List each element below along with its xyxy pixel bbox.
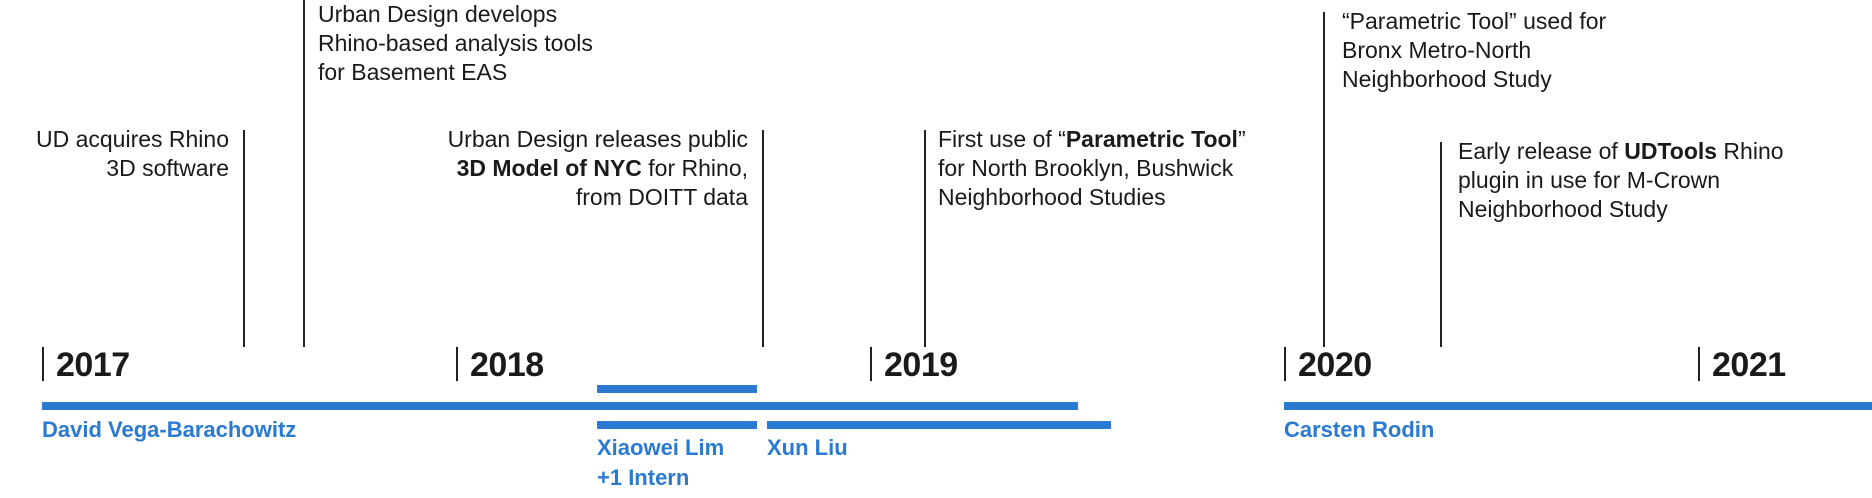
- year-label-2020: 2020: [1298, 346, 1372, 384]
- tenure-bar-carsten: [1284, 402, 1872, 410]
- event-line-model: [762, 130, 764, 347]
- event-analysis-text: Urban Design develops Rhino-based analysi…: [318, 0, 593, 87]
- event-text-run: Rhino: [1717, 138, 1784, 164]
- event-rhino-text: UD acquires Rhino 3D software: [36, 125, 229, 183]
- event-line-rhino: [243, 130, 245, 347]
- event-text-line: UD acquires Rhino: [36, 125, 229, 154]
- event-text-run: UDTools: [1624, 138, 1718, 164]
- year-tick-2020: [1284, 347, 1286, 381]
- year-label-2021: 2021: [1712, 346, 1786, 384]
- event-text-line: plugin in use for M-Crown: [1458, 166, 1784, 195]
- event-text-run: 3D Model of NYC: [456, 155, 642, 181]
- year-tick-2019: [870, 347, 872, 381]
- event-text-run: Rhino-based analysis tools: [318, 30, 593, 56]
- event-text-line: Urban Design releases public: [448, 125, 748, 154]
- event-text-run: for North Brooklyn, Bushwick: [938, 155, 1234, 181]
- event-text-line: “Parametric Tool” used for: [1342, 7, 1606, 36]
- tenure-bar-david: [42, 402, 1078, 410]
- event-text-line: Urban Design develops: [318, 0, 593, 29]
- event-text-run: Parametric Tool: [1065, 126, 1238, 152]
- tenure-bar-xiaowei-intern: [597, 385, 757, 393]
- event-text-run: “Parametric Tool” used for: [1342, 8, 1607, 34]
- event-text-run: ”: [1237, 126, 1246, 152]
- event-line-parametric-first: [924, 130, 926, 347]
- event-parametric-bronx-text: “Parametric Tool” used for Bronx Metro-No…: [1342, 7, 1606, 94]
- person-xun: Xun Liu: [767, 435, 848, 460]
- event-text-run: Urban Design releases public: [447, 126, 748, 152]
- year-tick-2021: [1698, 347, 1700, 381]
- event-text-line: 3D Model of NYC for Rhino,: [448, 154, 748, 183]
- event-udtools-text: Early release of UDTools Rhino plugin in …: [1458, 137, 1784, 224]
- event-text-line: 3D software: [36, 154, 229, 183]
- event-text-run: Neighborhood Study: [1342, 66, 1552, 92]
- event-parametric-first-text: First use of “Parametric Tool” for North …: [938, 125, 1246, 212]
- event-text-line: First use of “Parametric Tool”: [938, 125, 1246, 154]
- event-line-parametric-bronx: [1323, 12, 1325, 347]
- event-text-line: Neighborhood Study: [1342, 65, 1606, 94]
- event-text-run: First use of “: [938, 126, 1066, 152]
- year-label-2017: 2017: [56, 346, 130, 384]
- event-text-run: from DOITT data: [575, 184, 748, 210]
- event-text-line: Rhino-based analysis tools: [318, 29, 593, 58]
- event-text-line: from DOITT data: [448, 183, 748, 212]
- person-xiaowei-intern: +1 Intern: [597, 465, 690, 490]
- year-tick-2018: [456, 347, 458, 381]
- person-carsten: Carsten Rodin: [1284, 417, 1435, 442]
- person-xiaowei: Xiaowei Lim: [597, 435, 725, 460]
- event-text-run: Bronx Metro-North: [1342, 37, 1532, 63]
- event-text-line: Neighborhood Studies: [938, 183, 1246, 212]
- event-text-line: for Basement EAS: [318, 58, 593, 87]
- event-text-run: 3D software: [106, 155, 229, 181]
- person-david: David Vega-Barachowitz: [42, 417, 297, 442]
- event-text-run: Urban Design develops: [318, 1, 558, 27]
- event-text-line: for North Brooklyn, Bushwick: [938, 154, 1246, 183]
- event-text-line: Neighborhood Study: [1458, 195, 1784, 224]
- tenure-bar-xun: [767, 421, 1111, 429]
- event-text-line: Early release of UDTools Rhino: [1458, 137, 1784, 166]
- event-line-udtools: [1440, 142, 1442, 347]
- event-line-analysis: [303, 0, 305, 347]
- year-label-2019: 2019: [884, 346, 958, 384]
- event-text-run: Early release of: [1458, 138, 1625, 164]
- event-model-text: Urban Design releases public 3D Model of …: [448, 125, 748, 212]
- event-text-run: Neighborhood Study: [1458, 196, 1668, 222]
- event-text-run: Neighborhood Studies: [938, 184, 1166, 210]
- event-text-run: for Rhino,: [641, 155, 748, 181]
- event-text-run: plugin in use for M-Crown: [1458, 167, 1721, 193]
- year-tick-2017: [42, 347, 44, 381]
- tenure-bar-xiaowei: [597, 421, 757, 429]
- event-text-run: for Basement EAS: [318, 59, 508, 85]
- year-label-2018: 2018: [470, 346, 544, 384]
- event-text-line: Bronx Metro-North: [1342, 36, 1606, 65]
- event-text-run: UD acquires Rhino: [35, 126, 229, 152]
